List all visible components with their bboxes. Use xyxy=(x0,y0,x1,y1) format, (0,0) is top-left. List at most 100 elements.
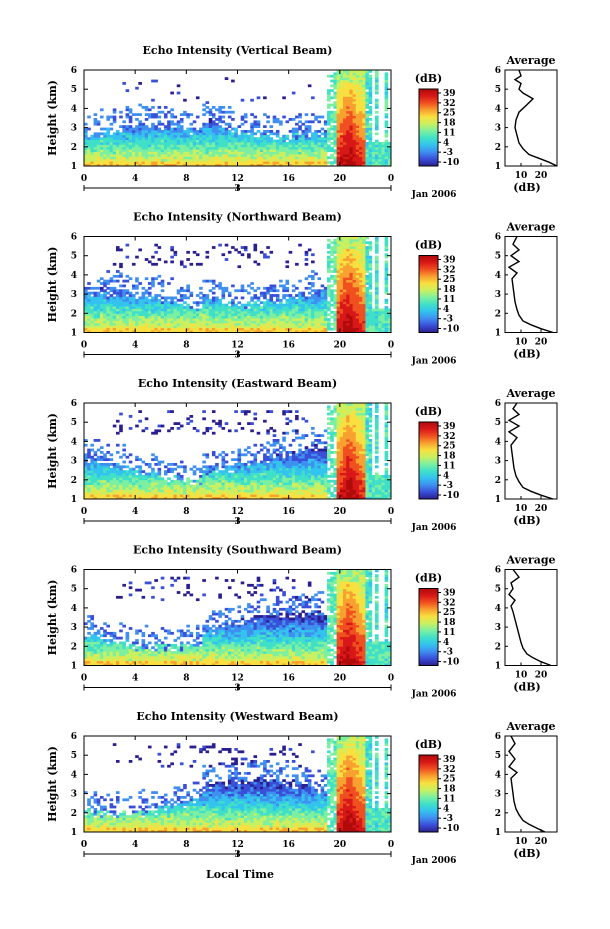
heatmap-cell xyxy=(186,330,190,333)
heatmap-cell xyxy=(279,313,283,317)
heatmap-cell xyxy=(243,410,248,413)
heatmap-cell xyxy=(375,82,379,85)
heatmap-cell xyxy=(365,282,370,285)
heatmap-cell xyxy=(243,315,248,319)
x-tick-label: 0 xyxy=(81,174,87,184)
heatmap-cell xyxy=(291,158,296,162)
heatmap-cell xyxy=(253,156,258,160)
heatmap-cell xyxy=(125,137,130,140)
heatmap-cell xyxy=(103,142,107,145)
heatmap-cell xyxy=(250,325,254,329)
heatmap-cell xyxy=(144,320,149,324)
heatmap-cell xyxy=(237,494,242,497)
heatmap-cell xyxy=(151,122,155,126)
heatmap-cell xyxy=(84,477,88,481)
heatmap-cell xyxy=(240,470,245,473)
heatmap-cell xyxy=(365,146,370,150)
heatmap-cell xyxy=(99,146,104,150)
heatmap-cell xyxy=(176,315,181,319)
heatmap-cell xyxy=(211,318,216,321)
heatmap-cell xyxy=(349,96,354,100)
heatmap-cell xyxy=(167,282,171,285)
heatmap-cell xyxy=(87,139,91,143)
heatmap-cell xyxy=(125,489,130,493)
heatmap-cell xyxy=(346,127,350,131)
heatmap-cell xyxy=(320,161,325,164)
heatmap-cell xyxy=(208,151,213,155)
heatmap-cell xyxy=(231,161,235,164)
heatmap-cell xyxy=(355,284,360,288)
heatmap-cell xyxy=(99,487,104,490)
heatmap-cell xyxy=(195,467,200,471)
heatmap-cell xyxy=(144,494,149,497)
heatmap-cell xyxy=(202,154,206,157)
heatmap-cell xyxy=(131,294,136,297)
heatmap-cell xyxy=(263,308,267,312)
heatmap-cell xyxy=(157,144,162,148)
heatmap-cell xyxy=(227,327,232,331)
heatmap-cell xyxy=(221,310,226,314)
heatmap-cell xyxy=(275,294,280,297)
heatmap-cell xyxy=(195,322,200,326)
y-tick-label: 2 xyxy=(71,309,77,319)
heatmap-cell xyxy=(304,113,309,116)
heatmap-cell xyxy=(346,122,350,126)
heatmap-cell xyxy=(269,303,274,307)
heatmap-cell xyxy=(170,130,174,133)
heatmap-cell xyxy=(259,163,264,167)
heatmap-cell xyxy=(90,496,94,500)
heatmap-cell xyxy=(272,313,277,317)
heatmap-cell xyxy=(330,258,334,261)
heatmap-cell xyxy=(119,487,123,490)
heatmap-cell xyxy=(112,132,117,136)
heatmap-cell xyxy=(346,310,350,314)
heatmap-cell xyxy=(343,260,347,264)
heatmap-cell xyxy=(333,274,338,278)
heatmap-cell xyxy=(323,315,328,319)
heatmap-cell xyxy=(147,142,152,145)
heatmap-cell xyxy=(125,158,130,162)
heatmap-cell xyxy=(314,144,318,148)
heatmap-cell xyxy=(183,154,187,157)
heatmap-cell xyxy=(336,127,341,131)
heatmap-cell xyxy=(282,158,286,162)
heatmap-cell xyxy=(359,74,363,78)
heatmap-cell xyxy=(243,306,248,309)
heatmap-cell xyxy=(304,250,309,254)
heatmap-cell xyxy=(84,291,88,295)
heatmap-cell xyxy=(167,137,171,140)
heatmap-cell xyxy=(115,494,120,497)
heatmap-cell xyxy=(96,120,101,124)
heatmap-cell xyxy=(234,410,238,413)
heatmap-cell xyxy=(84,322,88,326)
heatmap-cell xyxy=(314,330,318,333)
heatmap-cell xyxy=(275,313,280,317)
heatmap-cell xyxy=(352,163,357,167)
heatmap-cell xyxy=(215,122,219,126)
heatmap-cell xyxy=(144,142,149,145)
heatmap-cell xyxy=(87,318,91,321)
heatmap-cell xyxy=(307,320,312,324)
heatmap-cell xyxy=(141,313,146,317)
heatmap-cell xyxy=(275,120,280,124)
heatmap-cell xyxy=(295,151,299,155)
heatmap-cell xyxy=(163,115,168,119)
heatmap-cell xyxy=(131,475,136,478)
heatmap-cell xyxy=(291,130,296,133)
heatmap-cell xyxy=(336,241,341,245)
heatmap-cell xyxy=(323,318,328,321)
heatmap-cell xyxy=(307,149,312,152)
heatmap-cell xyxy=(167,410,171,413)
heatmap-cell xyxy=(122,156,126,160)
heatmap-cell xyxy=(99,282,104,285)
heatmap-cell xyxy=(253,146,258,150)
heatmap-cell xyxy=(122,279,126,283)
heatmap-cell xyxy=(147,487,152,490)
heatmap-cell xyxy=(119,284,123,288)
heatmap-cell xyxy=(378,318,382,321)
heatmap-cell xyxy=(266,301,270,305)
heatmap-cell xyxy=(381,161,386,164)
heatmap-cell xyxy=(215,284,219,288)
heatmap-cell xyxy=(154,144,158,148)
heatmap-cell xyxy=(112,318,117,321)
